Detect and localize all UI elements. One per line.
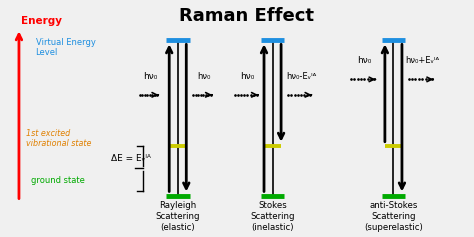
Text: Energy: Energy xyxy=(21,16,62,26)
Text: hν₀: hν₀ xyxy=(240,72,255,81)
Text: ΔE = Eᵥᴵᴬ: ΔE = Eᵥᴵᴬ xyxy=(111,154,151,163)
Text: Virtual Energy
Level: Virtual Energy Level xyxy=(36,38,95,57)
Text: Rayleigh
Scattering
(elastic): Rayleigh Scattering (elastic) xyxy=(155,201,200,232)
Text: hν₀-Eᵥᴵᴬ: hν₀-Eᵥᴵᴬ xyxy=(286,72,316,81)
Text: hν₀: hν₀ xyxy=(357,56,372,65)
Text: Stokes
Scattering
(inelastic): Stokes Scattering (inelastic) xyxy=(250,201,295,232)
Text: hν₀+Eᵥᴵᴬ: hν₀+Eᵥᴵᴬ xyxy=(405,56,439,65)
Text: hν₀: hν₀ xyxy=(197,72,211,81)
Text: hν₀: hν₀ xyxy=(143,72,158,81)
Text: anti-Stokes
Scattering
(superelastic): anti-Stokes Scattering (superelastic) xyxy=(364,201,423,232)
Text: Raman Effect: Raman Effect xyxy=(179,7,314,25)
Text: ground state: ground state xyxy=(31,176,85,185)
Text: 1st excited
vibrational state: 1st excited vibrational state xyxy=(26,129,91,148)
